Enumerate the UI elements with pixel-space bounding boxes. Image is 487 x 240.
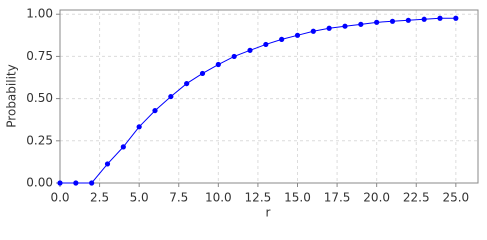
data-point	[421, 16, 427, 22]
data-point	[405, 17, 411, 23]
x-tick-label: 20.0	[363, 191, 390, 205]
x-tick-label: 15.0	[284, 191, 311, 205]
data-point	[73, 180, 79, 186]
data-point	[358, 21, 364, 27]
y-tick-label: 1.00	[26, 7, 53, 21]
data-point	[310, 28, 316, 34]
data-point	[215, 61, 221, 68]
data-point	[57, 180, 63, 186]
data-point	[374, 19, 380, 25]
x-tick-label: 22.5	[403, 191, 430, 205]
data-point	[437, 15, 443, 21]
y-axis-label: Probability	[5, 64, 19, 127]
data-point	[294, 32, 301, 38]
y-tick-label: 0.25	[26, 133, 53, 147]
x-tick-label: 10.0	[205, 191, 232, 205]
data-point	[104, 161, 111, 167]
y-tick-label: 0.75	[26, 49, 53, 63]
x-tick-label: 0.0	[50, 191, 69, 205]
data-point	[389, 18, 396, 24]
data-point	[199, 70, 206, 77]
x-tick-label: 17.5	[324, 191, 351, 205]
series-line	[60, 17, 456, 184]
data-point	[263, 41, 269, 48]
x-tick-label: 25.0	[442, 191, 469, 205]
x-tick-label: 12.5	[245, 191, 272, 205]
x-axis-label: r	[266, 206, 271, 220]
x-tick-label: 7.5	[169, 191, 188, 205]
data-point	[326, 25, 332, 31]
x-tick-label: 2.5	[90, 191, 109, 205]
data-point	[152, 107, 158, 114]
x-tick-label: 5.0	[130, 191, 149, 205]
data-point	[231, 53, 237, 60]
data-point	[184, 80, 190, 87]
data-point	[342, 23, 348, 29]
y-tick-label: 0.50	[26, 91, 53, 105]
y-tick-label: 0.00	[26, 176, 53, 190]
data-point	[89, 180, 95, 186]
data-point	[247, 47, 253, 53]
data-point	[279, 36, 285, 42]
plot-frame	[59, 9, 479, 184]
data-point	[453, 15, 459, 21]
data-point	[168, 93, 174, 100]
data-point	[120, 144, 126, 150]
data-point	[136, 124, 142, 130]
chart: r Probability 0.00 0.25 0.50 0.75 1.00 0.0 2.5…	[5, 7, 479, 220]
